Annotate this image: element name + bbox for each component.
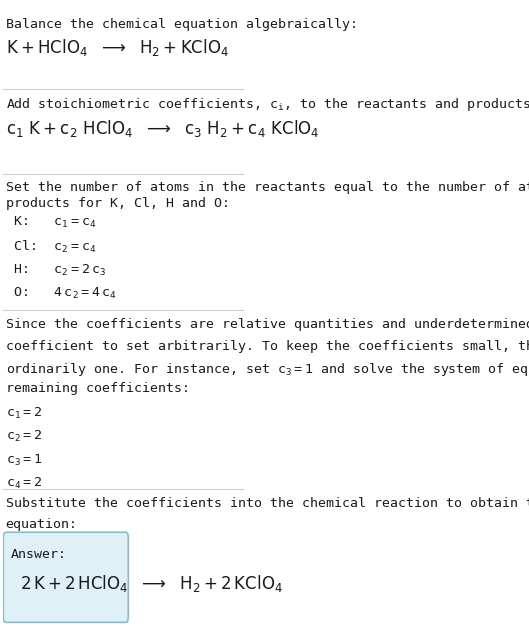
Text: Add stoichiometric coefficients, $\mathregular{c_i}$, to the reactants and produ: Add stoichiometric coefficients, $\mathr… xyxy=(6,96,529,113)
Text: Answer:: Answer: xyxy=(11,548,67,561)
Text: equation:: equation: xyxy=(6,518,78,531)
Text: Balance the chemical equation algebraically:: Balance the chemical equation algebraica… xyxy=(6,18,358,31)
Text: $\mathregular{c_1\ K + c_2\ HClO_4\ \ \longrightarrow\ \ c_3\ H_2 + c_4\ KClO_4}: $\mathregular{c_1\ K + c_2\ HClO_4\ \ \l… xyxy=(6,118,320,139)
Text: $\mathregular{c_3 = 1}$: $\mathregular{c_3 = 1}$ xyxy=(6,453,42,468)
Text: remaining coefficients:: remaining coefficients: xyxy=(6,382,190,395)
Text: $\mathregular{K + HClO_4\ \ \longrightarrow\ \ H_2 + KClO_4}$: $\mathregular{K + HClO_4\ \ \longrightar… xyxy=(6,37,229,58)
Text: H:   $\mathregular{c_2 = 2\,c_3}$: H: $\mathregular{c_2 = 2\,c_3}$ xyxy=(6,263,106,278)
Text: Substitute the coefficients into the chemical reaction to obtain the balanced: Substitute the coefficients into the che… xyxy=(6,497,529,510)
Text: products for K, Cl, H and O:: products for K, Cl, H and O: xyxy=(6,197,230,209)
Text: Cl:  $\mathregular{c_2 = c_4}$: Cl: $\mathregular{c_2 = c_4}$ xyxy=(6,239,96,255)
Text: O:   $\mathregular{4\,c_2 = 4\,c_4}$: O: $\mathregular{4\,c_2 = 4\,c_4}$ xyxy=(6,286,116,301)
Text: K:   $\mathregular{c_1 = c_4}$: K: $\mathregular{c_1 = c_4}$ xyxy=(6,215,96,230)
Text: $\mathregular{2\,K + 2\,HClO_4\ \ \longrightarrow\ \ H_2 + 2\,KClO_4}$: $\mathregular{2\,K + 2\,HClO_4\ \ \longr… xyxy=(20,572,283,594)
Text: coefficient to set arbitrarily. To keep the coefficients small, the arbitrary va: coefficient to set arbitrarily. To keep … xyxy=(6,340,529,352)
Text: ordinarily one. For instance, set $\mathregular{c_3 = 1}$ and solve the system o: ordinarily one. For instance, set $\math… xyxy=(6,361,529,377)
Text: Since the coefficients are relative quantities and underdetermined, choose a: Since the coefficients are relative quan… xyxy=(6,319,529,332)
Text: $\mathregular{c_1 = 2}$: $\mathregular{c_1 = 2}$ xyxy=(6,406,42,421)
Text: Set the number of atoms in the reactants equal to the number of atoms in the: Set the number of atoms in the reactants… xyxy=(6,181,529,194)
Text: $\mathregular{c_4 = 2}$: $\mathregular{c_4 = 2}$ xyxy=(6,477,42,492)
FancyBboxPatch shape xyxy=(3,532,129,623)
Text: $\mathregular{c_2 = 2}$: $\mathregular{c_2 = 2}$ xyxy=(6,429,42,444)
